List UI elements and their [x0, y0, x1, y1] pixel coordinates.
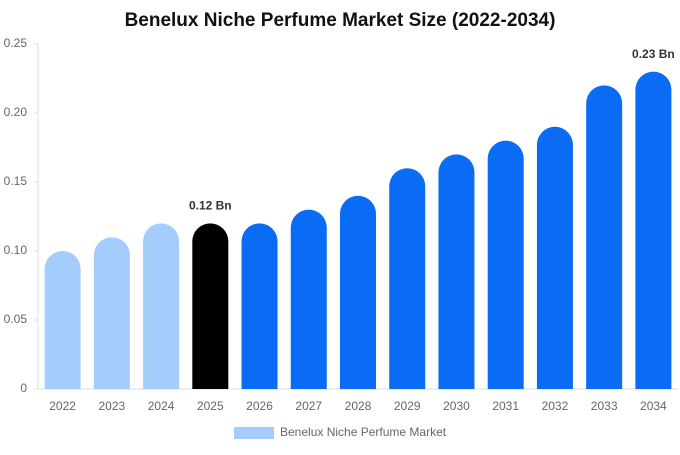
x-tick-label: 2025 — [197, 399, 224, 413]
bar — [241, 223, 278, 389]
x-tick-label: 2030 — [443, 399, 470, 413]
legend-label: Benelux Niche Perfume Market — [280, 425, 447, 439]
bar — [536, 126, 573, 389]
x-tick-label: 2027 — [295, 399, 322, 413]
bar — [487, 140, 524, 389]
x-tick-label: 2034 — [640, 399, 667, 413]
bar — [143, 223, 180, 389]
value-label: 0.23 Bn — [632, 47, 675, 61]
y-tick-label: 0.10 — [4, 243, 28, 257]
legend-swatch — [234, 427, 274, 439]
bar — [93, 237, 130, 389]
y-tick-label: 0.15 — [4, 174, 28, 188]
x-tick-label: 2028 — [345, 399, 372, 413]
bar — [340, 195, 376, 389]
bar — [635, 71, 672, 389]
x-tick-label: 2023 — [98, 399, 125, 413]
x-tick-label: 2026 — [246, 399, 273, 413]
bar — [290, 209, 327, 389]
bar — [44, 251, 81, 389]
bar — [438, 154, 475, 389]
y-tick-label: 0.05 — [4, 312, 28, 326]
x-tick-label: 2032 — [542, 399, 569, 413]
bar — [192, 223, 229, 389]
bar — [389, 168, 426, 389]
x-tick-label: 2024 — [148, 399, 175, 413]
y-tick-label: 0.20 — [4, 105, 28, 119]
x-tick-label: 2031 — [492, 399, 519, 413]
x-tick-label: 2022 — [49, 399, 76, 413]
bar — [586, 85, 623, 390]
y-tick-label: 0.25 — [4, 36, 28, 50]
value-label: 0.12 Bn — [189, 199, 232, 213]
chart-title: Benelux Niche Perfume Market Size (2022-… — [125, 10, 556, 31]
y-tick-label: 0 — [20, 381, 27, 395]
x-tick-label: 2029 — [394, 399, 421, 413]
x-tick-label: 2033 — [591, 399, 618, 413]
